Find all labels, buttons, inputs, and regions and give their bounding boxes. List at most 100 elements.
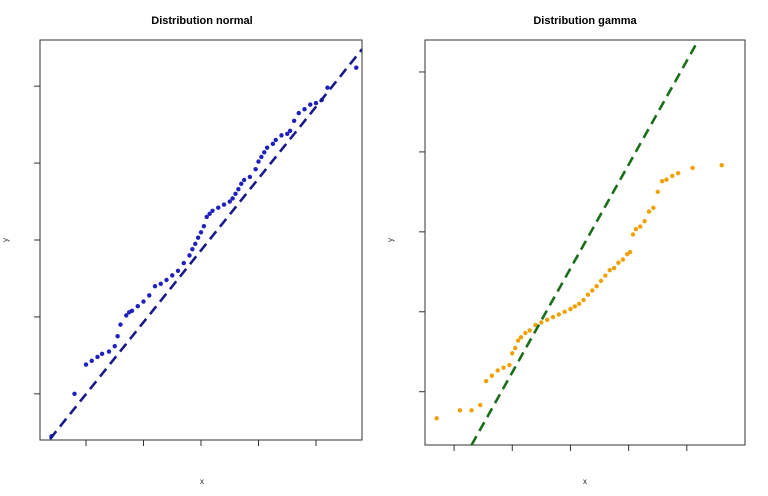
data-point-normal-21 (181, 260, 186, 266)
data-point-gamma-48 (719, 163, 724, 168)
plot-title-gamma: Distribution gamma (533, 15, 637, 27)
data-point-normal-49 (287, 128, 293, 133)
data-point-gamma-6 (495, 368, 500, 373)
data-point-gamma-22 (572, 304, 578, 309)
data-point-normal-3 (89, 358, 94, 363)
data-point-normal-27 (201, 223, 207, 229)
y-axis-label-gamma: y (386, 238, 395, 242)
data-point-normal-43 (262, 150, 267, 155)
data-point-normal-40 (253, 167, 258, 172)
data-point-gamma-35 (627, 249, 633, 255)
data-point-normal-39 (247, 174, 253, 180)
data-point-gamma-18 (550, 314, 556, 320)
data-point-normal-28 (204, 214, 209, 220)
data-point-normal-5 (99, 351, 105, 357)
reference-line-gamma (470, 40, 700, 445)
data-point-gamma-31 (611, 265, 617, 271)
data-point-gamma-21 (568, 306, 573, 312)
x-axis-label-gamma: x (583, 477, 587, 486)
data-point-gamma-5 (489, 373, 495, 378)
plot-frame-gamma (424, 39, 746, 446)
data-point-normal-57 (354, 65, 359, 70)
data-point-normal-51 (296, 110, 301, 116)
data-point-gamma-9 (510, 351, 515, 356)
data-point-gamma-14 (527, 328, 532, 333)
data-point-normal-22 (187, 253, 192, 258)
data-point-gamma-27 (594, 283, 599, 289)
data-point-normal-16 (152, 283, 158, 289)
data-point-gamma-46 (675, 171, 681, 176)
data-point-normal-2 (83, 362, 89, 367)
data-point-gamma-7 (501, 365, 506, 370)
data-point-normal-26 (198, 230, 204, 235)
data-point-normal-33 (227, 199, 232, 204)
plot-gamma: Distribution gamma x y (386, 15, 746, 486)
data-point-gamma-26 (590, 288, 595, 293)
data-point-gamma-25 (585, 292, 591, 297)
data-point-gamma-44 (664, 177, 669, 182)
data-point-normal-35 (233, 191, 238, 197)
data-point-normal-6 (106, 349, 112, 354)
data-point-gamma-41 (651, 205, 656, 211)
data-point-gamma-33 (620, 257, 626, 262)
data-point-normal-7 (112, 343, 117, 349)
data-point-normal-47 (279, 133, 284, 138)
data-point-normal-23 (190, 247, 195, 252)
data-point-normal-48 (285, 131, 290, 137)
data-point-gamma-1 (457, 408, 463, 413)
data-point-normal-41 (256, 159, 261, 164)
data-point-normal-56 (325, 85, 330, 90)
data-point-gamma-40 (646, 209, 652, 214)
data-point-normal-25 (195, 235, 201, 240)
data-point-normal-10 (124, 313, 129, 318)
plot-frame-normal (39, 39, 363, 441)
data-point-normal-31 (216, 205, 221, 210)
data-point-gamma-3 (478, 402, 483, 408)
data-point-normal-44 (264, 145, 270, 150)
data-point-normal-53 (308, 102, 313, 107)
data-point-gamma-13 (523, 330, 528, 336)
data-point-gamma-30 (607, 268, 612, 273)
y-axis-label-normal: y (1, 238, 10, 242)
data-point-normal-19 (170, 273, 175, 278)
data-point-gamma-11 (515, 338, 521, 343)
data-point-normal-46 (273, 137, 278, 143)
data-point-normal-12 (129, 308, 135, 313)
data-point-normal-24 (193, 241, 198, 247)
data-point-gamma-39 (642, 218, 647, 224)
data-point-gamma-32 (616, 260, 621, 265)
data-point-gamma-17 (544, 317, 550, 322)
data-point-normal-15 (147, 293, 152, 298)
x-axis-label-normal: x (200, 477, 204, 486)
data-point-gamma-4 (483, 378, 489, 384)
data-point-normal-32 (221, 202, 227, 207)
data-point-gamma-0 (434, 416, 439, 421)
data-point-normal-17 (158, 281, 163, 287)
plot-normal: Distribution normal x y (1, 15, 363, 486)
data-point-normal-36 (236, 187, 241, 192)
data-point-normal-29 (207, 211, 212, 217)
data-point-normal-52 (302, 107, 307, 112)
reference-line-normal (47, 48, 362, 440)
data-point-gamma-36 (630, 232, 636, 237)
data-point-gamma-20 (562, 309, 567, 314)
data-point-normal-20 (175, 268, 181, 273)
data-point-normal-30 (210, 208, 215, 213)
data-point-normal-13 (135, 303, 140, 309)
data-point-gamma-37 (633, 226, 639, 232)
data-point-normal-9 (118, 322, 123, 327)
data-point-gamma-24 (581, 297, 586, 303)
data-point-normal-14 (141, 299, 146, 304)
data-point-gamma-19 (556, 312, 562, 317)
data-point-normal-1 (72, 391, 77, 397)
data-point-gamma-23 (576, 301, 582, 306)
data-point-gamma-16 (539, 320, 544, 325)
data-point-normal-42 (259, 154, 264, 160)
plot-title-normal: Distribution normal (151, 15, 252, 27)
data-point-gamma-47 (690, 165, 695, 171)
data-point-gamma-43 (659, 179, 665, 184)
data-point-normal-8 (115, 333, 120, 339)
data-point-normal-37 (239, 181, 244, 187)
data-point-gamma-42 (655, 189, 660, 195)
